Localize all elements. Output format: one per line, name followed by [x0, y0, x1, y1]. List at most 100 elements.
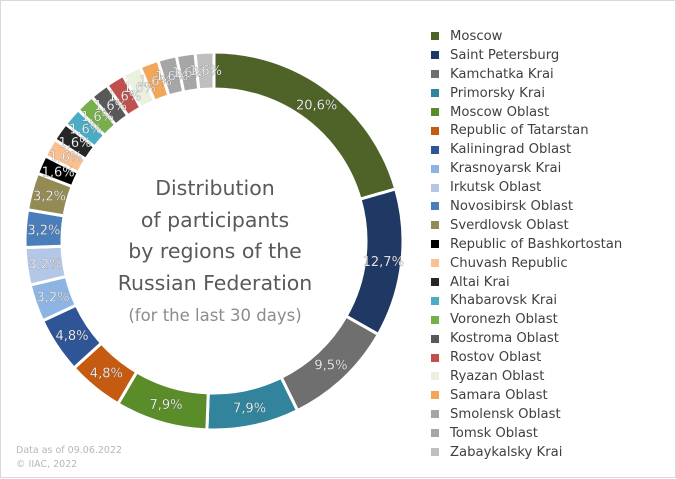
- legend-label: Chuvash Republic: [450, 255, 568, 271]
- legend-item: Tomsk Oblast: [431, 424, 675, 443]
- slice-data-label: 1,6%: [49, 150, 82, 165]
- slice-data-label: 1,6%: [58, 136, 91, 151]
- slice-data-label: 7,9%: [149, 398, 182, 413]
- legend-swatch: [431, 89, 439, 98]
- legend-label: Altai Krai: [450, 274, 510, 290]
- legend-swatch: [431, 51, 439, 60]
- slice-data-label: 1,6%: [172, 66, 205, 81]
- legend-swatch: [431, 240, 439, 249]
- legend-item: Altai Krai: [431, 273, 675, 292]
- legend-item: Samara Oblast: [431, 386, 675, 405]
- legend-label: Novosibirsk Oblast: [450, 198, 574, 214]
- slice-data-label: 1,6%: [42, 165, 75, 180]
- legend-swatch: [431, 429, 439, 438]
- legend-item: Sverdlovsk Oblast: [431, 216, 675, 235]
- slice-data-label: 3,2%: [29, 257, 62, 272]
- slice-data-label: 1,6%: [81, 110, 114, 125]
- legend-label: Irkutsk Oblast: [450, 180, 542, 196]
- legend-swatch: [431, 183, 439, 192]
- legend-swatch: [431, 391, 439, 400]
- legend-item: Primorsky Krai: [431, 84, 675, 103]
- legend-item: Moscow Oblast: [431, 103, 675, 122]
- legend-label: Kaliningrad Oblast: [450, 142, 572, 158]
- legend-item: Ryazan Oblast: [431, 367, 675, 386]
- legend-item: Rostov Oblast: [431, 348, 675, 367]
- legend-item: Krasnoyarsk Krai: [431, 159, 675, 178]
- slice-data-label: 3,2%: [33, 190, 66, 205]
- legend-item: Moscow: [431, 27, 675, 46]
- chart-subtitle: (for the last 30 days): [128, 306, 302, 325]
- slice-data-label: 1,6%: [155, 69, 188, 84]
- chart-title-line: Russian Federation: [117, 270, 313, 295]
- legend-swatch: [431, 32, 439, 41]
- legend-label: Republic of Tatarstan: [450, 123, 589, 139]
- legend-label: Samara Oblast: [450, 387, 548, 403]
- chart-title: Distribution of participants by regions …: [96, 173, 334, 299]
- chart-title-line: of participants: [140, 207, 290, 232]
- legend-swatch: [431, 278, 439, 287]
- legend-label: Zabaykalsky Krai: [450, 444, 563, 460]
- legend-swatch: [431, 108, 439, 116]
- legend-swatch: [431, 315, 439, 324]
- slice-data-label: 3,2%: [27, 223, 60, 238]
- legend-item: Zabaykalsky Krai: [431, 443, 675, 462]
- legend-item: Voronezh Oblast: [431, 310, 675, 329]
- legend-label: Krasnoyarsk Krai: [450, 161, 562, 177]
- legend-label: Kostroma Oblast: [450, 331, 559, 347]
- legend-item: Khabarovsk Krai: [431, 291, 675, 310]
- legend-swatch: [431, 334, 439, 343]
- legend-swatch: [431, 296, 439, 305]
- slice-data-label: 1,6%: [69, 122, 102, 137]
- legend-item: Kostroma Oblast: [431, 329, 675, 348]
- slice-data-label: 4,8%: [90, 367, 123, 382]
- legend-label: Rostov Oblast: [450, 350, 542, 366]
- slice-data-label: 1,6%: [94, 99, 127, 114]
- legend-item: Irkutsk Oblast: [431, 178, 675, 197]
- legend-label: Republic of Bashkortostan: [450, 236, 623, 252]
- chart-legend: Moscow Saint Petersburg Kamchatka Krai Prim…: [431, 27, 675, 461]
- legend-label: Tomsk Oblast: [450, 425, 538, 441]
- slice-data-label: 7,9%: [233, 401, 266, 416]
- legend-item: Chuvash Republic: [431, 254, 675, 273]
- slice-data-label: 1,6%: [189, 64, 222, 79]
- legend-label: Ryazan Oblast: [450, 368, 545, 384]
- slice-data-label: 1,6%: [108, 89, 141, 104]
- legend-swatch: [431, 410, 439, 419]
- legend-label: Primorsky Krai: [450, 85, 545, 101]
- chart-title-line: by regions of the: [128, 239, 302, 263]
- donut-slice: [193, 50, 216, 92]
- legend-label: Kamchatka Krai: [450, 66, 554, 82]
- legend-swatch: [431, 202, 439, 211]
- legend-swatch: [431, 259, 439, 268]
- legend-swatch: [431, 353, 439, 362]
- slice-data-label: 1,6%: [123, 81, 156, 96]
- legend-label: Smolensk Oblast: [450, 406, 561, 422]
- legend-swatch: [431, 126, 439, 135]
- slice-data-label: 4,8%: [55, 329, 88, 344]
- legend-label: Moscow Oblast: [450, 104, 550, 120]
- legend-swatch: [431, 145, 439, 154]
- legend-item: Smolensk Oblast: [431, 405, 675, 424]
- legend-swatch: [431, 448, 439, 457]
- legend-label: Saint Petersburg: [450, 47, 560, 63]
- legend-item: Saint Petersburg: [431, 46, 675, 65]
- slice-data-label: 12,7%: [363, 255, 404, 270]
- slice-data-label: 9,5%: [314, 359, 347, 374]
- legend-label: Sverdlovsk Oblast: [450, 217, 569, 233]
- copyright-note: © IIAC, 2022: [16, 459, 78, 470]
- legend-label: Moscow: [450, 28, 503, 44]
- slice-data-label: 3,2%: [36, 291, 69, 306]
- legend-swatch: [431, 221, 439, 230]
- chart-title-line: Distribution: [155, 176, 275, 200]
- data-date-note: Data as of 09.06.2022: [16, 445, 123, 456]
- legend-swatch: [431, 372, 439, 381]
- legend-item: Novosibirsk Oblast: [431, 197, 675, 216]
- slice-data-label: 1,6%: [139, 74, 172, 89]
- legend-item: Kamchatka Krai: [431, 65, 675, 84]
- legend-swatch: [431, 70, 439, 79]
- legend-label: Voronezh Oblast: [450, 312, 558, 328]
- legend-item: Kaliningrad Oblast: [431, 140, 675, 159]
- legend-label: Khabarovsk Krai: [450, 293, 558, 309]
